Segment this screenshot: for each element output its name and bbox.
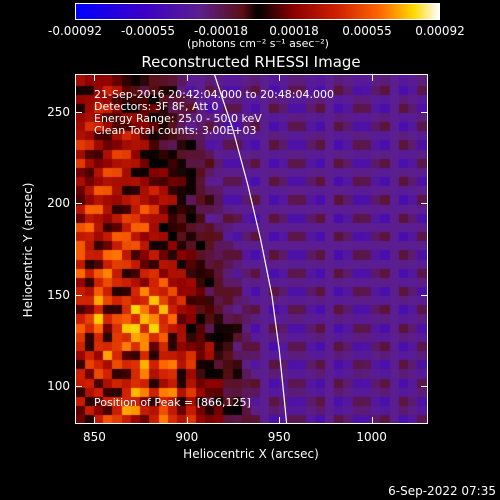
colorbar-tick: -0.00055 <box>121 24 175 38</box>
y-tick-mark <box>76 203 82 205</box>
y-tick-mark <box>421 386 427 388</box>
y-tick-mark <box>421 111 427 113</box>
x-tick-label: 1000 <box>356 430 387 444</box>
x-tick-mark <box>371 75 373 81</box>
y-tick-mark <box>76 111 82 113</box>
x-tick-label: 900 <box>175 430 199 444</box>
colorbar-tick: 0.00092 <box>415 24 465 38</box>
x-tick-mark <box>94 417 96 423</box>
plot-area: 21-Sep-2016 20:42:04.000 to 20:48:04.000… <box>75 74 428 424</box>
chart-title: Reconstructed RHESSI Image <box>141 53 361 71</box>
x-tick-mark <box>371 417 373 423</box>
x-tick-label: 950 <box>267 430 291 444</box>
annotation-time-range: 21-Sep-2016 20:42:04.000 to 20:48:04.000 <box>94 88 334 101</box>
colorbar-tick: -0.00092 <box>48 24 102 38</box>
y-axis-label: Heliocentric Y (arcsec) <box>21 182 35 318</box>
colorbar <box>75 3 440 20</box>
annotation-energy-range: Energy Range: 25.0 - 50.0 keV <box>94 112 262 125</box>
plot-overlay <box>214 75 288 423</box>
y-tick-label: 250 <box>47 104 70 119</box>
colorbar-units-label: (photons cm⁻² s⁻¹ asec⁻²) <box>187 37 329 50</box>
y-tick-label: 200 <box>47 196 70 211</box>
solar-limb-line <box>214 75 288 423</box>
y-tick-mark <box>421 294 427 296</box>
colorbar-tick: 0.00018 <box>269 24 319 38</box>
x-tick-mark <box>186 75 188 81</box>
x-tick-mark <box>186 417 188 423</box>
x-tick-label: 850 <box>83 430 106 444</box>
x-axis-label: Heliocentric X (arcsec) <box>183 447 319 461</box>
y-tick-mark <box>76 294 82 296</box>
y-tick-label: 100 <box>47 379 70 394</box>
y-tick-mark <box>421 203 427 205</box>
annotation-clean-counts: Clean Total counts: 3.00E+03 <box>94 124 257 137</box>
colorbar-tick: -0.00018 <box>194 24 248 38</box>
y-tick-label: 150 <box>47 287 70 302</box>
x-tick-mark <box>94 75 96 81</box>
y-tick-mark <box>76 386 82 388</box>
x-tick-mark <box>279 417 281 423</box>
footer-timestamp: 6-Sep-2022 07:35 <box>388 484 496 498</box>
x-tick-mark <box>279 75 281 81</box>
annotation-detectors: Detectors: 3F 8F, Att 0 <box>94 100 219 113</box>
heatmap-image <box>76 75 427 423</box>
annotation-peak-position: Position of Peak = [866,125] <box>94 396 251 409</box>
colorbar-tick: 0.00055 <box>342 24 392 38</box>
